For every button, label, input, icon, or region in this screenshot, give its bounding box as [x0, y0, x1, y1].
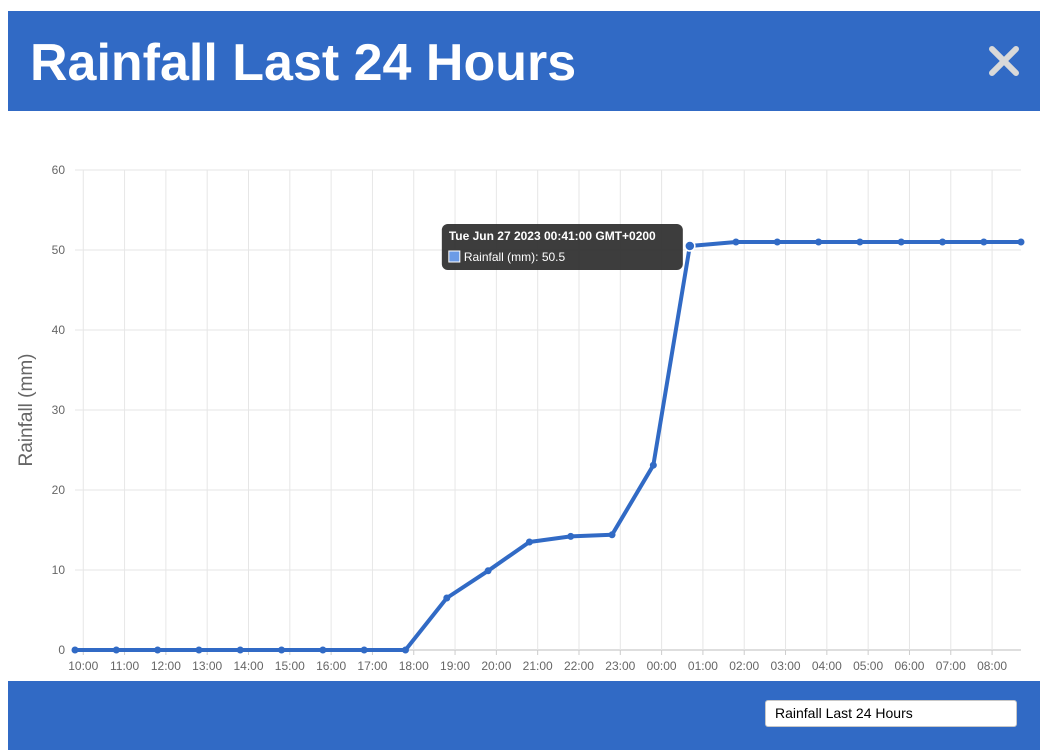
- tooltip-title: Tue Jun 27 2023 00:41:00 GMT+0200: [449, 229, 656, 243]
- y-tick-label: 40: [52, 323, 66, 337]
- x-tick-label: 20:00: [481, 659, 511, 673]
- x-tick-label: 03:00: [771, 659, 801, 673]
- y-tick-label: 0: [58, 643, 65, 657]
- page-title: Rainfall Last 24 Hours: [30, 34, 577, 92]
- x-tick-label: 10:00: [68, 659, 98, 673]
- x-tick-label: 21:00: [523, 659, 553, 673]
- data-point[interactable]: [319, 646, 327, 654]
- data-point[interactable]: [525, 538, 533, 546]
- close-icon: [989, 46, 1019, 76]
- data-point[interactable]: [815, 238, 823, 246]
- y-tick-label: 10: [52, 563, 66, 577]
- data-point[interactable]: [443, 594, 451, 602]
- y-axis-label: Rainfall (mm): [16, 354, 37, 467]
- data-point[interactable]: [278, 646, 286, 654]
- data-point[interactable]: [608, 531, 616, 539]
- modal-footer: Rainfall Last 24 Hours: [8, 681, 1040, 750]
- data-point[interactable]: [732, 238, 740, 246]
- y-tick-label: 20: [52, 483, 66, 497]
- x-tick-label: 08:00: [977, 659, 1007, 673]
- data-point[interactable]: [71, 646, 79, 654]
- data-point[interactable]: [484, 567, 492, 575]
- x-tick-label: 11:00: [110, 659, 139, 673]
- data-point[interactable]: [773, 238, 781, 246]
- x-tick-label: 12:00: [151, 659, 181, 673]
- data-point[interactable]: [939, 238, 947, 246]
- y-tick-label: 60: [52, 163, 66, 177]
- x-tick-label: 16:00: [316, 659, 346, 673]
- data-point[interactable]: [360, 646, 368, 654]
- series-line-rainfall: [73, 240, 1023, 652]
- data-point[interactable]: [856, 238, 864, 246]
- x-tick-label: 23:00: [605, 659, 635, 673]
- tooltip-box: [441, 224, 683, 270]
- x-tick-label: 19:00: [440, 659, 470, 673]
- modal-header: Rainfall Last 24 Hours: [8, 11, 1040, 111]
- rainfall-line-chart[interactable]: 0 10 20 30 40 50 60 10:00 11:00 12:00 13:00 14:00 15…: [8, 111, 1040, 681]
- x-tick-label: 02:00: [729, 659, 759, 673]
- data-point[interactable]: [154, 646, 162, 654]
- x-tick-label: 14:00: [233, 659, 263, 673]
- x-tick-label: 22:00: [564, 659, 594, 673]
- y-tick-label: 50: [52, 243, 66, 257]
- x-tick-label: 06:00: [894, 659, 924, 673]
- data-point[interactable]: [897, 238, 905, 246]
- data-point[interactable]: [236, 646, 244, 654]
- tooltip-swatch: [448, 250, 461, 263]
- x-tick-label: 15:00: [275, 659, 305, 673]
- x-tick-label: 07:00: [936, 659, 966, 673]
- x-tick-label: 17:00: [357, 659, 387, 673]
- x-tick-label: 00:00: [647, 659, 677, 673]
- x-tick-label: 01:00: [688, 659, 718, 673]
- data-point[interactable]: [649, 461, 657, 469]
- x-tick-label: 18:00: [399, 659, 429, 673]
- data-point[interactable]: [1017, 238, 1025, 246]
- data-point[interactable]: [567, 532, 575, 540]
- data-point[interactable]: [112, 646, 120, 654]
- chart-select[interactable]: Rainfall Last 24 Hours: [765, 700, 1017, 727]
- close-button[interactable]: [984, 41, 1024, 81]
- data-point[interactable]: [684, 240, 696, 252]
- data-point[interactable]: [401, 646, 409, 654]
- tooltip-label: Rainfall (mm): 50.5: [464, 250, 566, 264]
- x-tick-label: 04:00: [812, 659, 842, 673]
- x-tick-label: 13:00: [192, 659, 222, 673]
- x-tick-label: 05:00: [853, 659, 883, 673]
- y-tick-label: 30: [52, 403, 66, 417]
- data-point[interactable]: [195, 646, 203, 654]
- data-point[interactable]: [980, 238, 988, 246]
- chart-container: 0 10 20 30 40 50 60 10:00 11:00 12:00 13:00 14:00 15…: [8, 111, 1040, 681]
